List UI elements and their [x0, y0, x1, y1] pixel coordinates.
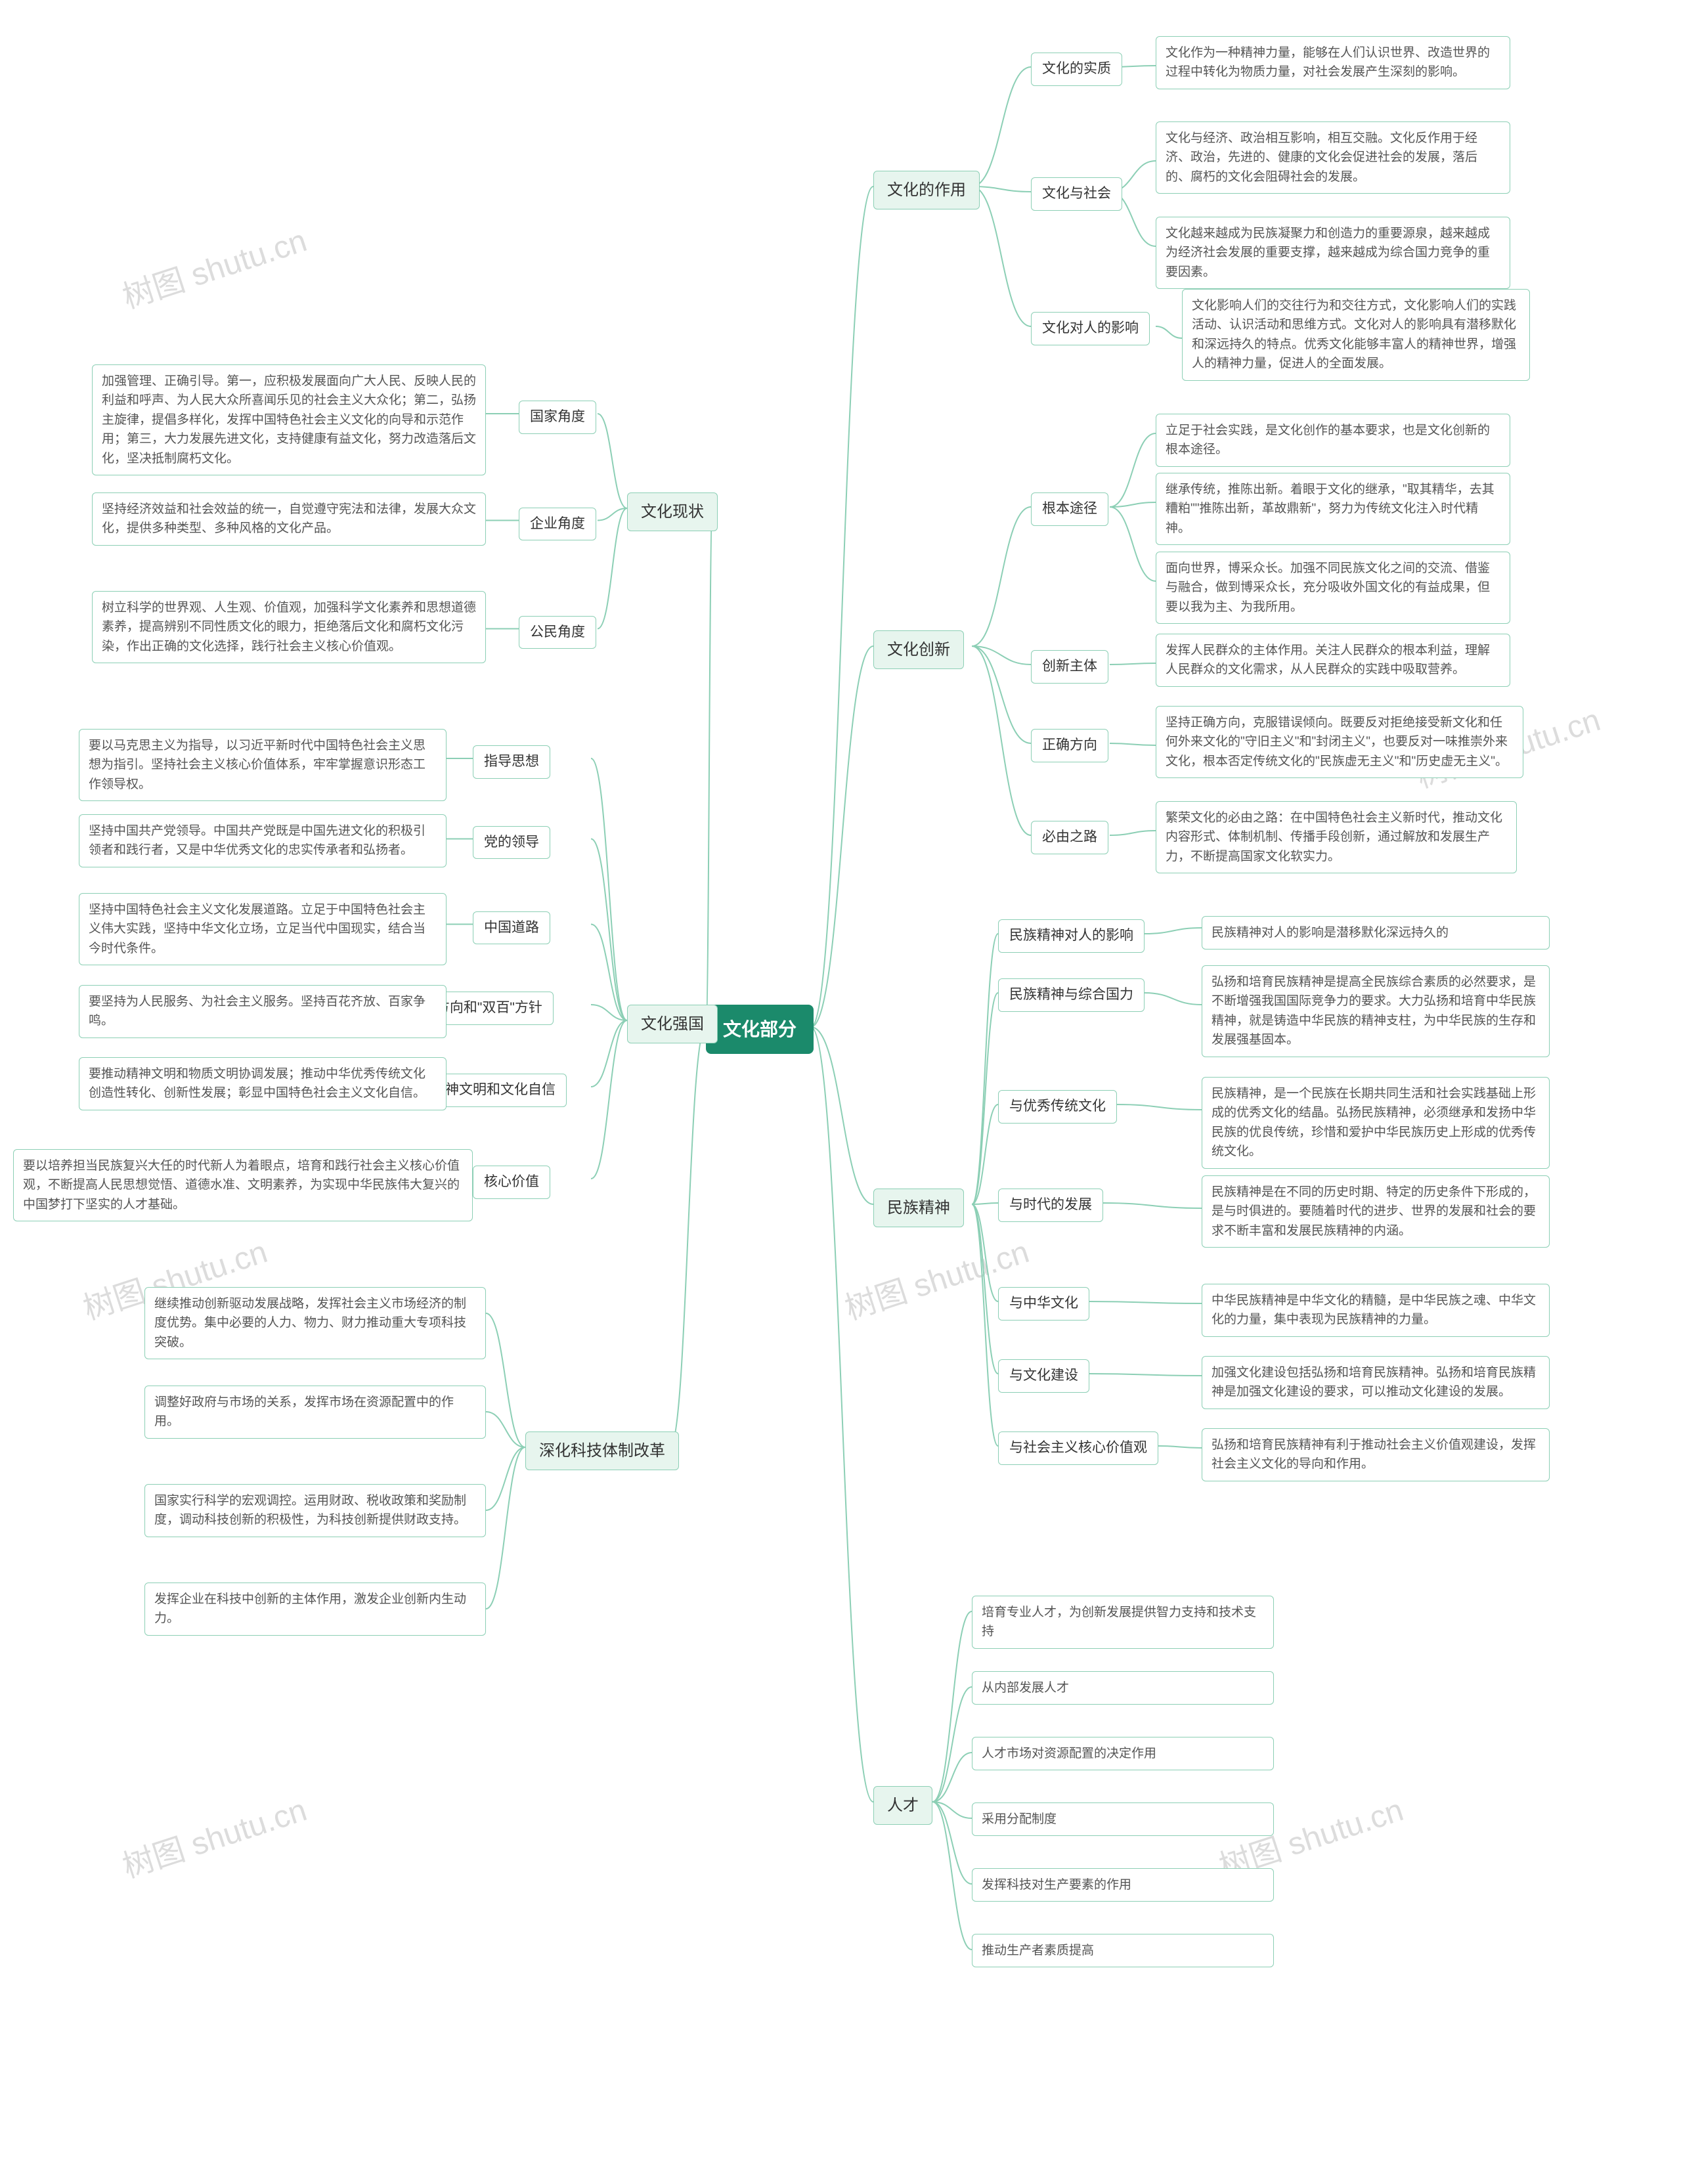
strong-core-leaf: 要以培养担当民族复兴大任的时代新人为着眼点，培育和践行社会主义核心价值观，不断提…: [13, 1149, 473, 1221]
role-people-leaf: 文化影响人们的交往行为和交往方式，文化影响人们的实践活动、认识活动和思维方式。文…: [1182, 289, 1530, 381]
strong-twotwo-leaf: 要坚持为人民服务、为社会主义服务。坚持百花齐放、百家争鸣。: [79, 985, 447, 1038]
inn-path-leaf3: 面向世界，博采众长。加强不同民族文化之间的交流、借鉴与融合，做到博采众长，充分吸…: [1156, 552, 1510, 624]
talent-item-3: 采用分配制度: [972, 1802, 1274, 1836]
branch-talent: 人才: [873, 1786, 932, 1825]
inn-must-leaf: 繁荣文化的必由之路：在中国特色社会主义新时代，推动文化内容形式、体制机制、传播手…: [1156, 801, 1517, 873]
spirit-trad: 与优秀传统文化: [998, 1090, 1117, 1124]
strong-party-leaf: 坚持中国共产党领导。中国共产党既是中国先进文化的积极引领者和践行者，又是中华优秀…: [79, 814, 447, 867]
role-society: 文化与社会: [1031, 177, 1122, 211]
inn-subject: 创新主体: [1031, 650, 1108, 684]
spirit-build-leaf: 加强文化建设包括弘扬和培育民族精神。弘扬和培育民族精神是加强文化建设的要求，可以…: [1202, 1356, 1550, 1409]
talent-item-1: 从内部发展人才: [972, 1671, 1274, 1705]
role-society-leaf1: 文化与经济、政治相互影响，相互交融。文化反作用于经济、政治，先进的、健康的文化会…: [1156, 121, 1510, 194]
spirit-build: 与文化建设: [998, 1359, 1089, 1393]
role-people: 文化对人的影响: [1031, 312, 1150, 345]
spirit-values-leaf: 弘扬和培育民族精神有利于推动社会主义价值观建设，发挥社会主义文化的导向和作用。: [1202, 1428, 1550, 1481]
spirit-values: 与社会主义核心价值观: [998, 1431, 1158, 1465]
strong-guide-leaf: 要以马克思主义为指导，以习近平新时代中国特色社会主义思想为指引。坚持社会主义核心…: [79, 729, 447, 801]
spirit-chinese-leaf: 中华民族精神是中华文化的精髓，是中华民族之魂、中华文化的力量，集中表现为民族精神…: [1202, 1284, 1550, 1337]
inn-must: 必由之路: [1031, 821, 1108, 854]
reform-item-2: 国家实行科学的宏观调控。运用财政、税收政策和奖励制度，调动科技创新的积极性，为科…: [144, 1484, 486, 1537]
inn-path-leaf1: 立足于社会实践，是文化创作的基本要求，也是文化创新的根本途径。: [1156, 414, 1510, 467]
spirit-era-leaf: 民族精神是在不同的历史时期、特定的历史条件下形成的，是与时俱进的。要随着时代的进…: [1202, 1175, 1550, 1248]
role-society-leaf2: 文化越来越成为民族凝聚力和创造力的重要源泉，越来越成为经济社会发展的重要支撑，越…: [1156, 217, 1510, 289]
inn-path-leaf2: 继承传统，推陈出新。着眼于文化的继承，"取其精华，去其糟粕""推陈出新，革故鼎新…: [1156, 473, 1510, 545]
spirit-impact: 民族精神对人的影响: [998, 919, 1145, 953]
strong-guide: 指导思想: [473, 745, 550, 779]
strong-core: 核心价值: [473, 1166, 550, 1199]
status-enterprise: 企业角度: [519, 508, 596, 541]
status-citizen: 公民角度: [519, 616, 596, 649]
branch-innovation: 文化创新: [873, 630, 964, 669]
reform-item-0: 继续推动创新驱动发展战略，发挥社会主义市场经济的制度优势。集中必要的人力、物力、…: [144, 1287, 486, 1359]
talent-item-5: 推动生产者素质提高: [972, 1934, 1274, 1967]
spirit-era: 与时代的发展: [998, 1189, 1103, 1222]
spirit-power-leaf: 弘扬和培育民族精神是提高全民族综合素质的必然要求，是不断增强我国国际竞争力的要求…: [1202, 965, 1550, 1057]
spirit-chinese: 与中华文化: [998, 1287, 1089, 1321]
branch-strong: 文化强国: [627, 1005, 718, 1043]
inn-path: 根本途径: [1031, 492, 1108, 526]
spirit-power: 民族精神与综合国力: [998, 978, 1145, 1012]
talent-item-4: 发挥科技对生产要素的作用: [972, 1868, 1274, 1902]
status-nation: 国家角度: [519, 401, 596, 434]
branch-role: 文化的作用: [873, 171, 980, 209]
branch-reform: 深化科技体制改革: [525, 1431, 679, 1470]
role-essence-leaf: 文化作为一种精神力量，能够在人们认识世界、改造世界的过程中转化为物质力量，对社会…: [1156, 36, 1510, 89]
inn-subject-leaf: 发挥人民群众的主体作用。关注人民群众的根本利益，理解人民群众的文化需求，从人民群…: [1156, 634, 1510, 687]
root-node: 文化部分: [706, 1005, 814, 1054]
branch-spirit: 民族精神: [873, 1189, 964, 1227]
spirit-impact-leaf: 民族精神对人的影响是潜移默化深远持久的: [1202, 916, 1550, 950]
branch-status: 文化现状: [627, 492, 718, 531]
reform-item-3: 发挥企业在科技中创新的主体作用，激发企业创新内生动力。: [144, 1583, 486, 1636]
spirit-trad-leaf: 民族精神，是一个民族在长期共同生活和社会实践基础上形成的优秀文化的结晶。弘扬民族…: [1202, 1077, 1550, 1169]
mindmap-canvas: 文化部分 文化的作用 文化的实质 文化作为一种精神力量，能够在人们认识世界、改造世界的…: [0, 0, 1681, 2184]
inn-direction-leaf: 坚持正确方向，克服错误倾向。既要反对拒绝接受新文化和任何外来文化的"守旧主义"和…: [1156, 706, 1523, 778]
role-essence: 文化的实质: [1031, 53, 1122, 86]
status-nation-leaf: 加强管理、正确引导。第一，应积极发展面向广大人民、反映人民的利益和呼声、为人民大…: [92, 364, 486, 475]
status-citizen-leaf: 树立科学的世界观、人生观、价值观，加强科学文化素养和思想道德素养，提高辨别不同性…: [92, 591, 486, 663]
strong-road-leaf: 坚持中国特色社会主义文化发展道路。立足于中国特色社会主义伟大实践，坚持中华文化立…: [79, 893, 447, 965]
strong-party: 党的领导: [473, 826, 550, 860]
strong-spirit-leaf: 要推动精神文明和物质文明协调发展；推动中华优秀传统文化创造性转化、创新性发展；彰…: [79, 1057, 447, 1110]
reform-item-1: 调整好政府与市场的关系，发挥市场在资源配置中的作用。: [144, 1386, 486, 1439]
status-enterprise-leaf: 坚持经济效益和社会效益的统一，自觉遵守宪法和法律，发展大众文化，提供多种类型、多…: [92, 492, 486, 546]
strong-road: 中国道路: [473, 911, 550, 945]
talent-item-2: 人才市场对资源配置的决定作用: [972, 1737, 1274, 1770]
inn-direction: 正确方向: [1031, 729, 1108, 762]
talent-item-0: 培育专业人才，为创新发展提供智力支持和技术支持: [972, 1596, 1274, 1649]
